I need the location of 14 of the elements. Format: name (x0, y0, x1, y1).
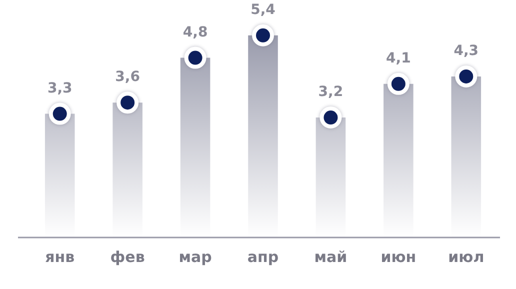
x-tick-label: фев (110, 248, 145, 266)
x-tick-label: июн (380, 248, 416, 266)
x-tick-label: янв (45, 248, 75, 266)
x-tick-label: июл (448, 248, 484, 266)
x-tick-label: май (314, 248, 348, 266)
x-tick-label: мар (178, 248, 212, 266)
x-tick-label: апр (247, 248, 279, 266)
data-label: 3,6 (115, 69, 140, 86)
data-label: 3,2 (318, 84, 344, 100)
data-label: 3,3 (47, 80, 72, 96)
data-label: 4,1 (386, 50, 411, 67)
data-label: 4,8 (182, 24, 208, 40)
data-label: 4,3 (454, 43, 479, 60)
data-label: 5,4 (250, 2, 276, 18)
